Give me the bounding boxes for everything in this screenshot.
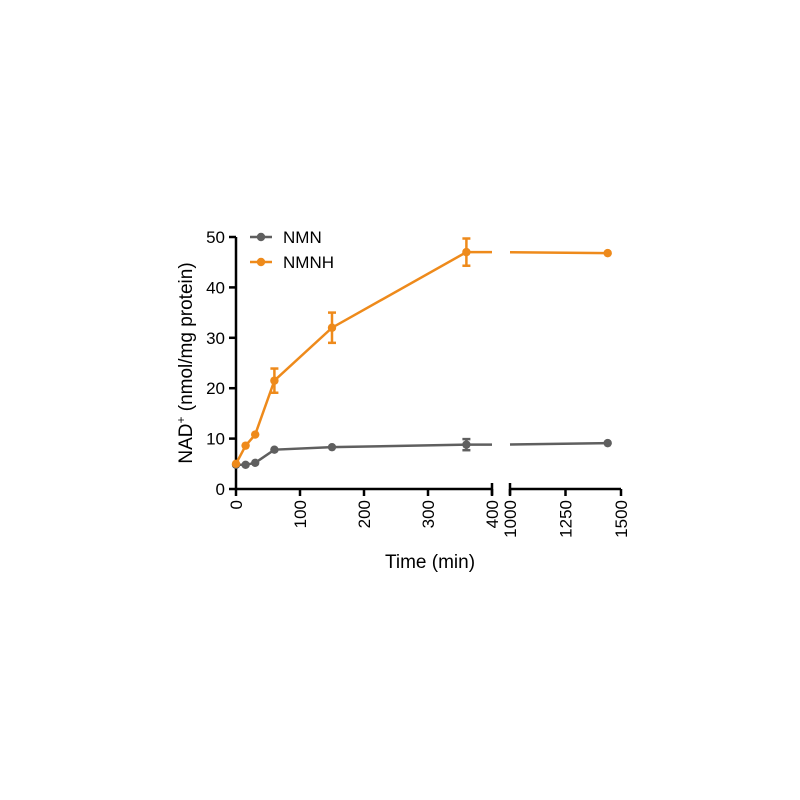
data-point [462, 247, 471, 257]
series-layer [231, 237, 612, 470]
legend-swatch-marker [256, 232, 266, 242]
y-tick-label: 50 [206, 228, 225, 247]
x-tick-label: 1000 [501, 500, 520, 538]
data-point [603, 438, 612, 448]
series-nmnh [231, 237, 612, 468]
data-point [231, 459, 241, 468]
legend-label: NMN [283, 228, 322, 247]
x-tick-label: 1250 [557, 500, 576, 538]
x-tick-label: 100 [291, 500, 310, 528]
series-line [509, 441, 608, 446]
legend-label: NMNH [283, 253, 334, 272]
series-nmn [231, 437, 612, 470]
data-point [251, 458, 260, 467]
y-tick-label: 40 [206, 278, 225, 297]
y-tick-label: 10 [206, 430, 225, 449]
x-axis-title: Time (min) [385, 552, 475, 573]
data-point [327, 323, 337, 332]
data-point [270, 445, 279, 454]
axes: 0 10 20 30 40 50 0 100 200 300 400 1000 1250 1500 [206, 228, 631, 538]
data-point [241, 460, 250, 470]
series-line [234, 250, 493, 465]
legend-item-nmnh: NMNH [250, 253, 334, 272]
y-tick-label: 0 [216, 480, 225, 499]
data-point [327, 442, 337, 452]
data-point [270, 376, 279, 385]
x-tick-label: 0 [227, 500, 246, 509]
series-line [509, 250, 608, 255]
data-point [241, 441, 250, 450]
legend-item-nmn: NMN [250, 228, 322, 247]
y-axis-title: NAD+ (nmol/mg protein) [174, 262, 197, 463]
x-tick-label: 1500 [612, 500, 631, 538]
x-tick-label: 300 [419, 500, 438, 528]
data-point [462, 440, 471, 449]
y-tick-label: 30 [206, 329, 225, 348]
data-point [251, 430, 260, 439]
legend: NMN NMNH [250, 228, 334, 272]
x-tick-label: 200 [355, 500, 374, 528]
y-tick-label: 20 [206, 379, 225, 398]
data-point [603, 248, 612, 258]
legend-swatch-marker [256, 257, 266, 267]
x-tick-label: 400 [483, 500, 502, 528]
